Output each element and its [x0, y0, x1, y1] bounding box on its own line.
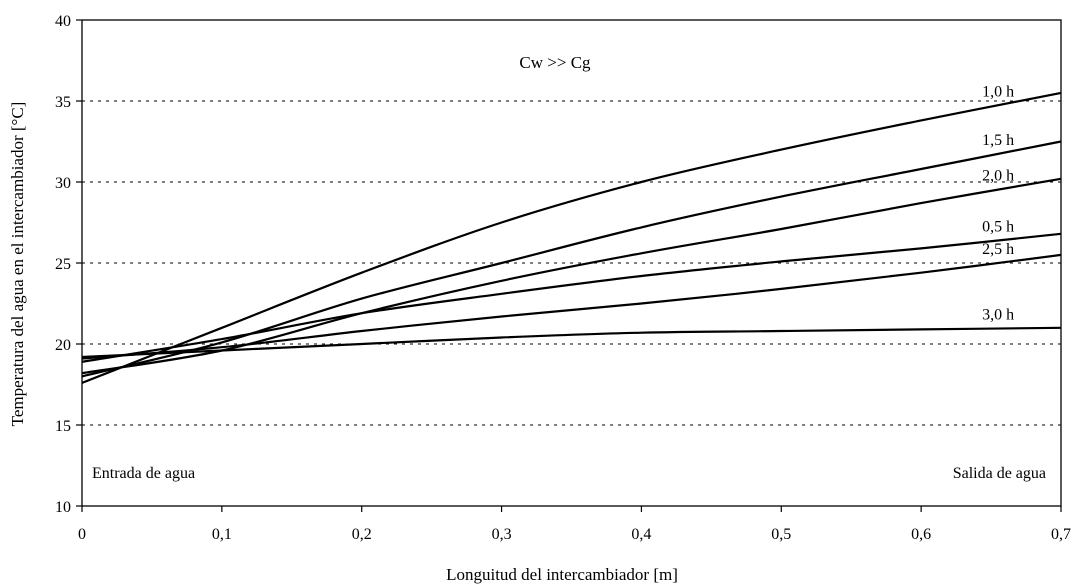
x-tick-label: 0,7 [1051, 526, 1071, 543]
x-tick-label: 0,3 [492, 526, 512, 543]
x-tick-label: 0,5 [771, 526, 791, 543]
series-line [81, 91, 1062, 384]
series-label: 2,0 h [982, 168, 1014, 185]
series-labels: 1,0 h 1,5 h 2,0 h 0,5 h 2,5 h 3,0 h [982, 83, 1014, 323]
grid-lines [82, 100, 1061, 426]
x-tick-label: 0,2 [352, 526, 372, 543]
x-axis-title: Longuitud del intercambiador [m] [446, 565, 678, 584]
series-line [81, 326, 1062, 359]
series-line [81, 177, 1062, 375]
axes [76, 19, 1062, 512]
y-tick-label: 15 [55, 418, 71, 435]
series-line [81, 253, 1062, 360]
x-tick-label: 0,1 [212, 526, 232, 543]
series-line [81, 232, 1062, 363]
series-lines [81, 91, 1062, 384]
series-label: 0,5 h [982, 218, 1014, 235]
x-tick-label: 0,4 [631, 526, 651, 543]
left-note: Entrada de agua [92, 465, 195, 482]
series-line [81, 140, 1062, 378]
series-label: 2,5 h [982, 241, 1014, 258]
x-tick-label: 0,6 [911, 526, 931, 543]
y-tick-label: 10 [55, 499, 71, 516]
tick-labels: 10 15 20 25 30 35 40 0 0,1 0,2 0,3 0,4 0,5 0,6 0,7 [55, 13, 1071, 543]
y-axis-title: Temperatura del agua en el intercambiado… [8, 102, 27, 427]
y-tick-label: 30 [55, 175, 71, 192]
y-tick-label: 20 [55, 337, 71, 354]
y-tick-label: 25 [55, 256, 71, 273]
x-tick-label: 0 [78, 526, 86, 543]
annotation: Cw >> Cg [519, 53, 591, 72]
y-tick-label: 35 [55, 94, 71, 111]
series-label: 1,0 h [982, 83, 1014, 100]
y-tick-label: 40 [55, 13, 71, 30]
series-label: 1,5 h [982, 132, 1014, 149]
right-note: Salida de agua [953, 465, 1046, 482]
series-label: 3,0 h [982, 307, 1014, 324]
